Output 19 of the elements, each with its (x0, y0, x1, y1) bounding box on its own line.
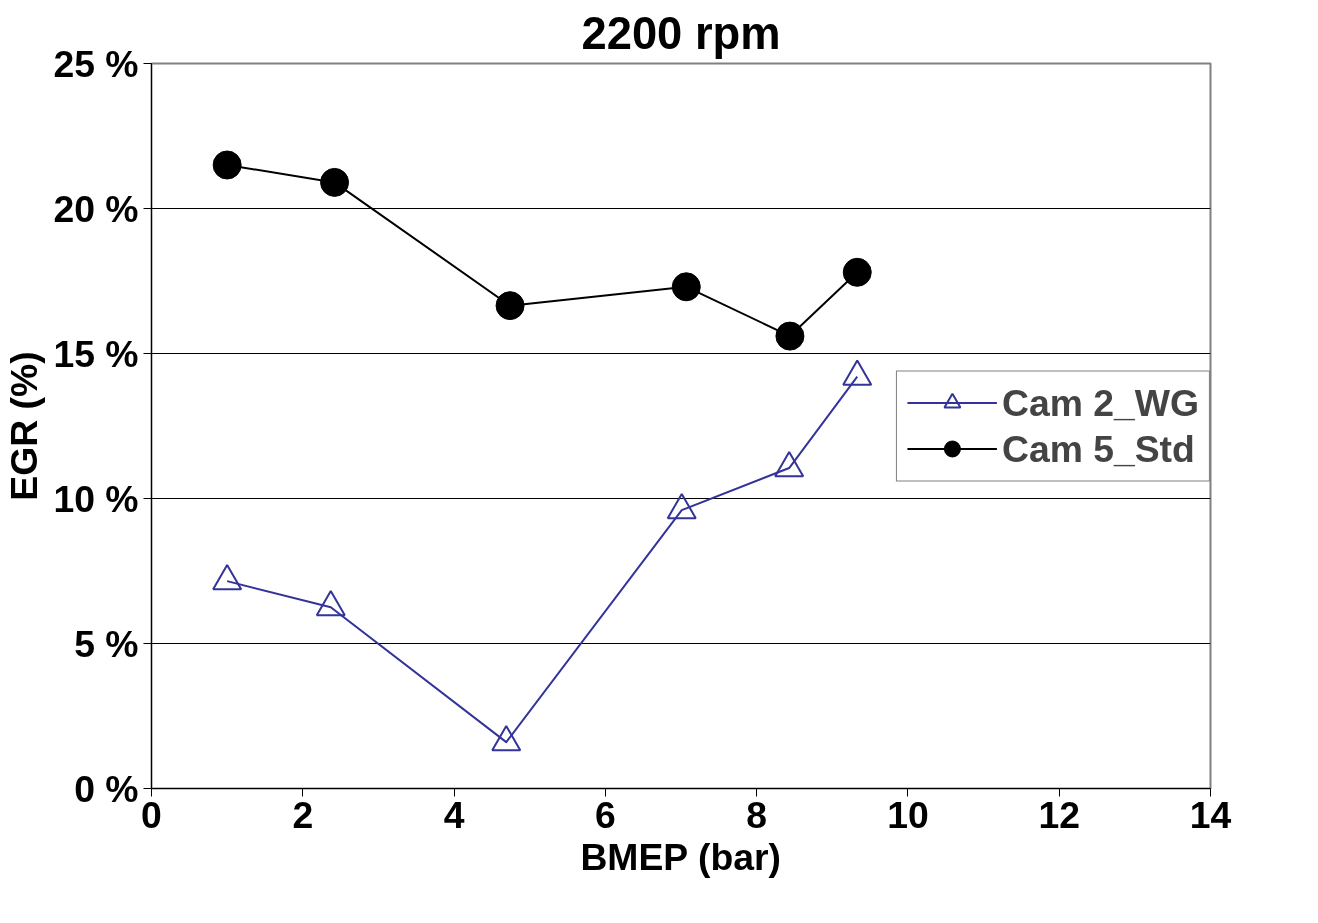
y-tick-label: 5 % (74, 622, 139, 665)
chart-title: 2200 rpm (581, 7, 781, 59)
x-axis-title: BMEP (bar) (580, 835, 781, 878)
legend-label: Cam 2_WG (1001, 381, 1199, 424)
y-tick-label: 25 % (53, 42, 139, 85)
legend-label: Cam 5_Std (1001, 427, 1195, 470)
x-tick-label: 8 (746, 793, 768, 836)
y-tick-label: 0 % (74, 767, 139, 810)
x-tick-label: 6 (594, 793, 616, 836)
x-tick-label: 12 (1038, 793, 1080, 836)
y-tick-label: 20 % (53, 187, 139, 230)
x-tick-label: 14 (1189, 793, 1232, 836)
x-tick-label: 2 (292, 793, 314, 836)
y-tick-label: 15 % (53, 332, 139, 375)
y-axis-title: EGR (%) (3, 351, 46, 501)
x-tick-label: 4 (443, 793, 465, 836)
x-tick-label: 10 (887, 793, 929, 836)
y-tick-label: 10 % (53, 477, 139, 520)
x-tick-label: 0 (141, 793, 162, 836)
